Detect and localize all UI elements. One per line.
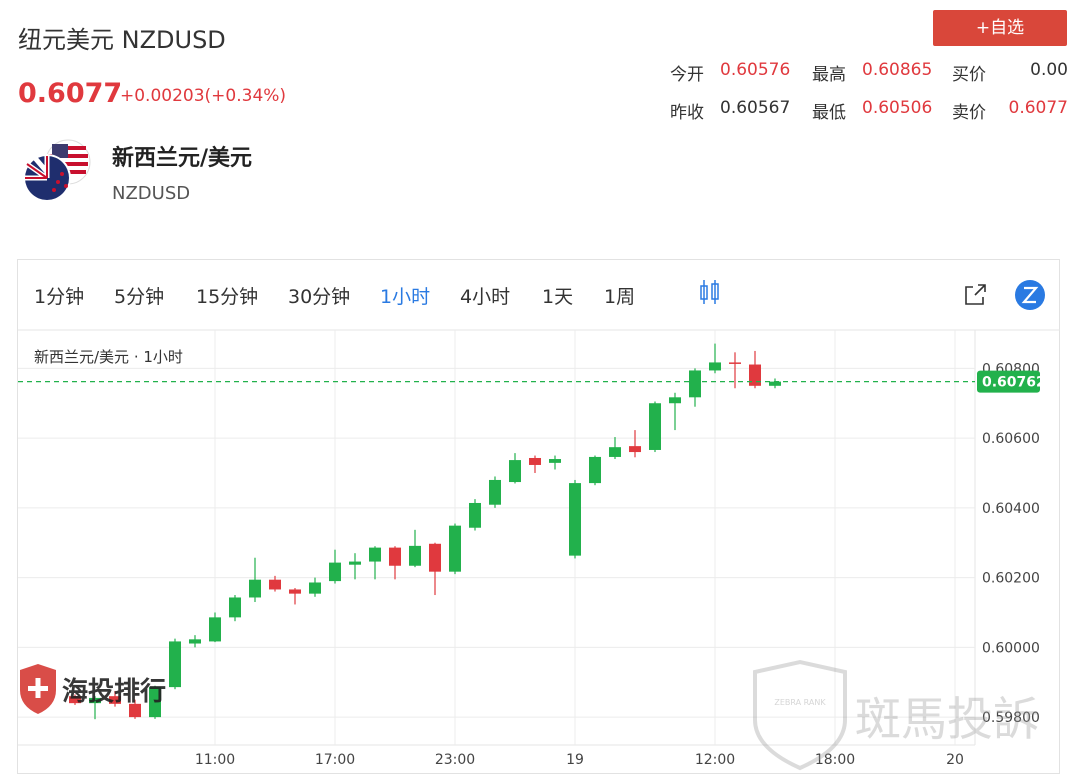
candle-body — [129, 703, 141, 718]
interval-tab[interactable]: 15分钟 — [196, 286, 259, 308]
interval-tab[interactable]: 1周 — [604, 286, 636, 308]
candle-body — [169, 641, 181, 688]
candle-body — [229, 597, 241, 618]
quote-label: 今开 — [670, 65, 704, 85]
x-tick-label: 17:00 — [315, 752, 355, 768]
candle-body — [309, 582, 321, 594]
interval-tab[interactable]: 1分钟 — [34, 286, 85, 308]
last-price-label: 0.60762 — [982, 375, 1046, 391]
candle-body — [429, 543, 441, 572]
x-tick-label: 12:00 — [695, 752, 735, 768]
flag-icon — [23, 139, 91, 202]
quote-value: 0.60865 — [862, 60, 933, 80]
candles-icon[interactable] — [700, 280, 719, 304]
quote-label: 最高 — [812, 65, 846, 85]
candle-body — [509, 460, 521, 483]
y-tick-label: 0.60200 — [982, 571, 1040, 587]
candle-body — [329, 562, 341, 582]
price-change: +0.00203(+0.34%) — [120, 86, 287, 106]
candle-body — [149, 687, 161, 718]
candle-body — [729, 362, 741, 364]
quote-value: 0.60576 — [720, 60, 791, 80]
candle-body — [629, 446, 641, 453]
candle-body — [669, 397, 681, 404]
watermark-left: 海投排行 — [20, 664, 166, 714]
watermark-badge: ZEBRA RANK — [774, 698, 826, 707]
candle-body — [389, 547, 401, 566]
interval-tab[interactable]: 30分钟 — [288, 286, 351, 308]
interval-tab[interactable]: 1天 — [542, 286, 574, 308]
candle-body — [529, 457, 541, 465]
page-title: 纽元美元 NZDUSD — [18, 26, 226, 54]
candle-body — [649, 403, 661, 450]
x-tick-label: 19 — [566, 752, 584, 768]
candle-body — [109, 696, 121, 704]
quote-label: 卖价 — [952, 103, 986, 123]
candle-body — [369, 547, 381, 562]
watermark-text: 海投排行 — [62, 676, 166, 707]
x-tick-label: 11:00 — [195, 752, 235, 768]
candle-body — [89, 697, 101, 704]
logo-icon[interactable] — [1015, 280, 1045, 310]
candle-body — [249, 579, 261, 598]
chart-legend: 新西兰元/美元 · 1小时 — [34, 348, 183, 366]
y-tick-label: 0.59800 — [982, 710, 1040, 726]
interval-tab[interactable]: 1小时 — [380, 286, 431, 308]
candle-body — [69, 696, 81, 704]
candle-body — [409, 545, 421, 566]
external-link-icon[interactable] — [965, 284, 986, 305]
candle-body — [609, 447, 621, 457]
watermark-right: ZEBRA RANK 斑馬投訴 — [753, 659, 1039, 771]
price: 0.6077 — [18, 78, 123, 109]
candle-body — [209, 617, 221, 642]
candle-body — [689, 370, 701, 398]
candle-body — [269, 579, 281, 590]
candle-body — [569, 483, 581, 556]
y-tick-label: 0.60600 — [982, 431, 1040, 447]
x-tick-label: 20 — [946, 752, 964, 768]
candle-body — [589, 456, 601, 484]
y-tick-label: 0.60400 — [982, 501, 1040, 517]
quote-label: 最低 — [812, 103, 846, 123]
candle-body — [709, 362, 721, 371]
quote-label: 买价 — [952, 65, 986, 85]
chart-card — [17, 259, 1060, 774]
candle-body — [289, 589, 301, 594]
quote-value: 0.00 — [1030, 60, 1068, 80]
interval-tab[interactable]: 4小时 — [460, 286, 511, 308]
pair-code: NZDUSD — [112, 183, 191, 204]
candle-body — [189, 639, 201, 644]
quote-value: 0.60567 — [720, 98, 791, 118]
candle-body — [769, 381, 781, 386]
pair-name: 新西兰元/美元 — [112, 146, 253, 171]
candle-body — [349, 561, 361, 565]
add-watchlist-button[interactable]: +自选 — [933, 10, 1067, 46]
quote-value: 0.60506 — [862, 98, 933, 118]
last-price-box — [977, 370, 1040, 393]
watermark-text: 斑馬投訴 — [855, 692, 1039, 746]
x-tick-label: 23:00 — [435, 752, 475, 768]
quote-value: 0.6077 — [1008, 98, 1068, 118]
candle-body — [749, 364, 761, 386]
candle-body — [489, 479, 501, 505]
candle-body — [449, 525, 461, 572]
quote-label: 昨收 — [670, 103, 704, 123]
interval-tab[interactable]: 5分钟 — [114, 286, 165, 308]
x-tick-label: 18:00 — [815, 752, 855, 768]
candle-body — [469, 502, 481, 528]
candle-body — [549, 459, 561, 463]
y-tick-label: 0.60000 — [982, 640, 1040, 656]
